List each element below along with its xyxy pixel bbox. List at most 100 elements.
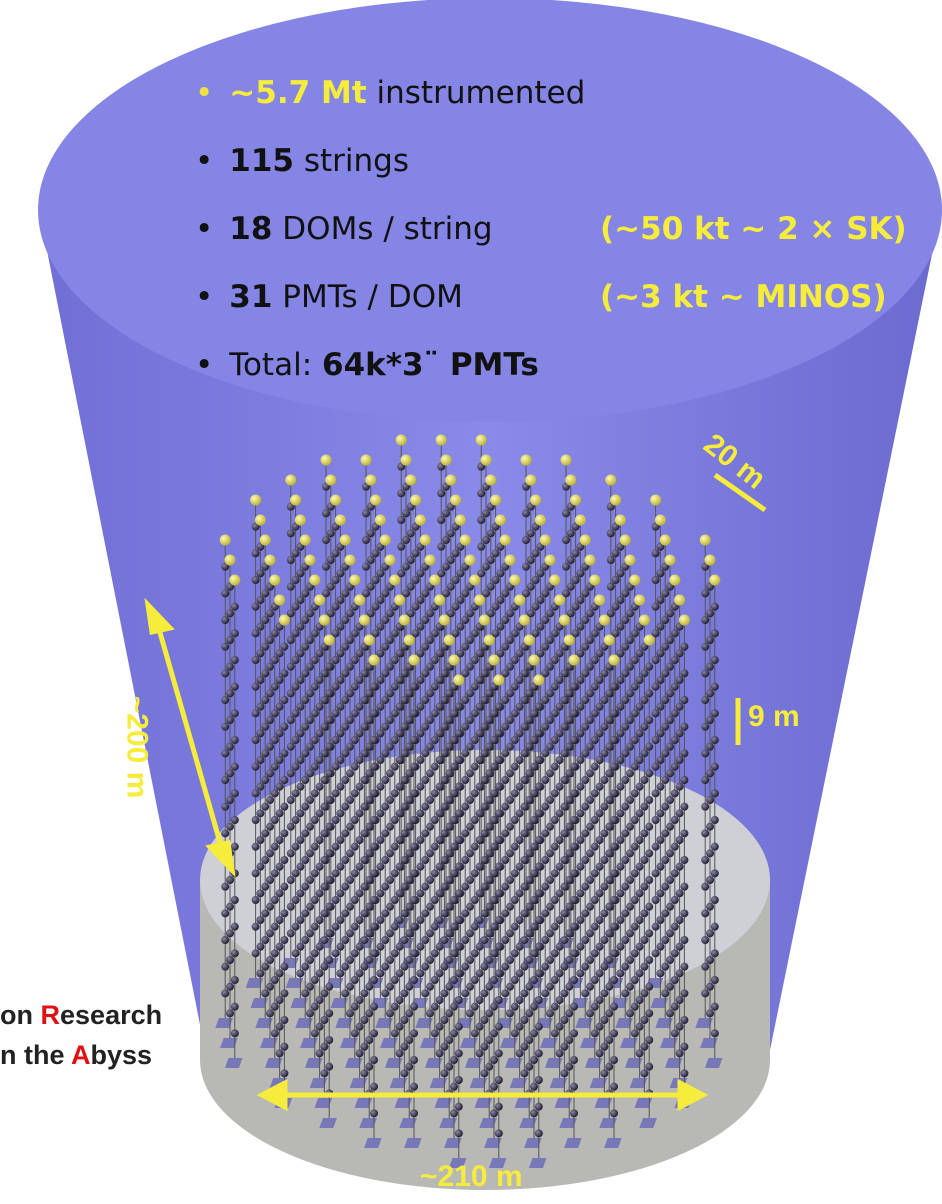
dom <box>461 829 469 837</box>
dom <box>600 1069 608 1077</box>
dom <box>367 529 375 537</box>
top-dom <box>410 495 421 506</box>
dom <box>405 743 413 751</box>
dom <box>626 769 634 777</box>
dom <box>416 943 424 951</box>
dom <box>461 749 469 757</box>
dom <box>405 689 413 697</box>
dom <box>621 803 629 811</box>
dom <box>560 1069 568 1077</box>
dom <box>296 756 304 764</box>
dom <box>556 836 564 844</box>
dom <box>676 836 684 844</box>
dom <box>356 783 364 791</box>
top-dom <box>604 635 615 646</box>
dom <box>391 976 399 984</box>
top-dom <box>509 575 520 586</box>
dom <box>471 656 479 664</box>
dom <box>416 703 424 711</box>
dom <box>476 916 484 924</box>
dom <box>565 983 573 991</box>
dom <box>376 623 384 631</box>
dom <box>416 756 424 764</box>
dom <box>287 636 295 644</box>
dom <box>365 823 373 831</box>
dom <box>586 849 594 857</box>
dom <box>440 909 448 917</box>
dom <box>701 803 709 811</box>
dom <box>711 949 719 957</box>
dom <box>325 1063 333 1071</box>
dom <box>466 1009 474 1017</box>
dom <box>501 723 509 731</box>
dom <box>416 729 424 737</box>
dom <box>591 789 599 797</box>
dom <box>610 1109 618 1117</box>
dom <box>605 983 613 991</box>
dom <box>495 889 503 897</box>
dom <box>440 749 448 757</box>
dom <box>616 756 624 764</box>
dom <box>440 829 448 837</box>
dom <box>266 903 274 911</box>
dom <box>311 629 319 637</box>
dom <box>452 576 460 584</box>
dom <box>445 769 453 777</box>
dom <box>287 823 295 831</box>
dom <box>600 856 608 864</box>
dom <box>400 989 408 997</box>
dom <box>336 569 344 577</box>
dom <box>476 809 484 817</box>
dom <box>400 883 408 891</box>
dom <box>365 849 373 857</box>
dom <box>701 723 709 731</box>
dom <box>501 696 509 704</box>
dom <box>351 843 359 851</box>
dom <box>280 669 288 677</box>
dom <box>616 703 624 711</box>
dom <box>461 909 469 917</box>
top-dom <box>385 555 396 566</box>
dom <box>376 676 384 684</box>
dom <box>516 943 524 951</box>
dom <box>591 1003 599 1011</box>
dom <box>520 723 528 731</box>
dom <box>261 883 269 891</box>
dom <box>680 1043 688 1051</box>
dom <box>445 903 453 911</box>
dom <box>316 889 324 897</box>
dom <box>287 529 295 537</box>
dom <box>520 1069 528 1077</box>
dom <box>410 763 418 771</box>
dom <box>426 769 434 777</box>
dom <box>631 949 639 957</box>
dom <box>546 636 554 644</box>
dom <box>410 709 418 717</box>
dom <box>271 923 279 931</box>
dom <box>450 816 458 824</box>
dom <box>266 609 274 617</box>
dom <box>701 696 709 704</box>
dom <box>405 876 413 884</box>
dom <box>316 676 324 684</box>
dom <box>652 576 660 584</box>
dom <box>570 789 578 797</box>
dom <box>376 836 384 844</box>
dom <box>316 729 324 737</box>
dom <box>551 869 559 877</box>
dom <box>480 936 488 944</box>
caption-line: on Research <box>0 1000 162 1031</box>
dom <box>570 1083 578 1091</box>
top-dom <box>700 535 711 546</box>
dom <box>466 609 474 617</box>
dom <box>711 976 719 984</box>
dom <box>405 1036 413 1044</box>
dom <box>680 776 688 784</box>
dom <box>466 929 474 937</box>
dom <box>410 683 418 691</box>
dom <box>266 1009 274 1017</box>
dom <box>292 843 300 851</box>
dom <box>600 669 608 677</box>
dom <box>341 963 349 971</box>
dom <box>325 743 333 751</box>
